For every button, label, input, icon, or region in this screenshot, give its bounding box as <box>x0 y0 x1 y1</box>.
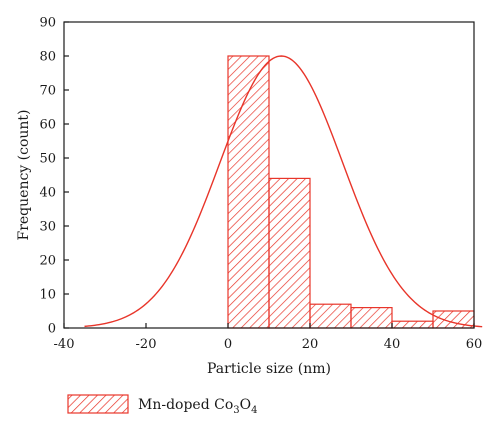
x-tick-label-3: 20 <box>302 337 319 352</box>
legend-label-o-subscript: 4 <box>251 405 257 416</box>
fit-curve <box>84 55 483 328</box>
y-tick-label-3: 30 <box>39 220 56 235</box>
histogram-bar-4 <box>391 320 434 329</box>
y-axis-title: Frequency (count) <box>16 109 32 240</box>
histogram-bar-3 <box>350 307 393 329</box>
legend-label: Mn-doped Co3O4 <box>138 397 258 416</box>
x-tick-label-5: 60 <box>466 337 483 352</box>
y-tick-label-5: 50 <box>39 152 56 167</box>
x-tick-label-1: -20 <box>136 337 157 352</box>
histogram-bar-1 <box>268 177 311 329</box>
y-tick-label-4: 40 <box>39 186 56 201</box>
x-tick-label-2: 0 <box>224 337 232 352</box>
y-tick-label-2: 20 <box>39 254 56 269</box>
histogram-bar-2 <box>309 303 352 329</box>
y-tick-label-6: 60 <box>39 118 56 133</box>
x-tick-label-4: 40 <box>384 337 401 352</box>
histogram-bar-0 <box>227 55 270 329</box>
legend: Mn-doped Co3O4 <box>67 394 258 416</box>
y-axis-ticks: 0 10 20 30 40 50 60 70 80 90 <box>39 16 69 337</box>
legend-swatch <box>67 394 129 414</box>
legend-label-co: Co <box>214 397 233 413</box>
legend-label-co-subscript: 3 <box>233 405 239 416</box>
x-axis-title: Particle size (nm) <box>207 361 331 377</box>
y-tick-label-1: 10 <box>39 288 56 303</box>
y-tick-label-7: 70 <box>39 84 56 99</box>
plot-frame <box>63 21 475 329</box>
histogram-bars <box>227 55 475 329</box>
y-tick-label-8: 80 <box>39 50 56 65</box>
legend-label-prefix: Mn-doped <box>138 397 214 413</box>
y-tick-label-0: 0 <box>48 322 56 337</box>
x-tick-label-0: -40 <box>54 337 75 352</box>
legend-label-o: O <box>240 397 251 413</box>
fit-curve-layer <box>84 55 483 328</box>
y-tick-label-9: 90 <box>39 16 56 31</box>
x-axis-ticks: -40 -20 0 20 40 60 <box>54 323 483 352</box>
